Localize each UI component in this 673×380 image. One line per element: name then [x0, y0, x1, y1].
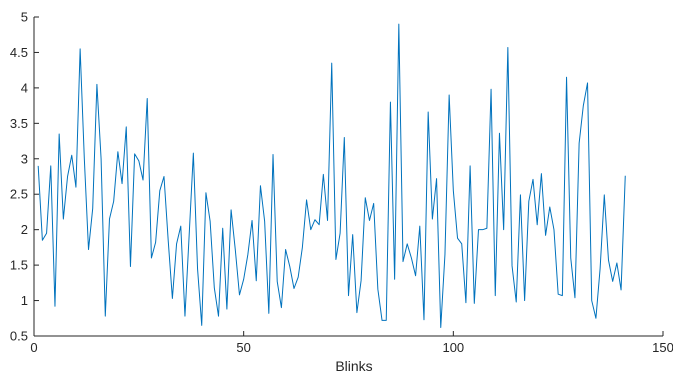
y-tick-label: 4 — [21, 80, 28, 95]
x-tick-label: 100 — [442, 340, 464, 355]
x-axis-label: Blinks — [335, 358, 372, 374]
y-tick-label: 3.5 — [10, 116, 28, 131]
y-tick-label: 3 — [21, 151, 28, 166]
x-tick-label: 0 — [30, 340, 37, 355]
y-tick-label: 5 — [21, 10, 28, 25]
y-tick-label: 1.5 — [10, 258, 28, 273]
y-tick-label: 0.5 — [10, 329, 28, 344]
y-tick-label: 1 — [21, 293, 28, 308]
axes — [33, 17, 663, 337]
y-tick-label: 4.5 — [10, 45, 28, 60]
x-tick-label: 150 — [652, 340, 673, 355]
series-layer — [37, 23, 626, 328]
y-tick-label: 2.5 — [10, 187, 28, 202]
x-tick-label: 50 — [236, 340, 250, 355]
tick-marks: 0 50 100 150 0.5 1 1.5 2 2.5 3 3.5 4 4.5 5 — [10, 10, 673, 356]
series-line — [37, 23, 626, 328]
y-tick-label: 2 — [21, 222, 28, 237]
